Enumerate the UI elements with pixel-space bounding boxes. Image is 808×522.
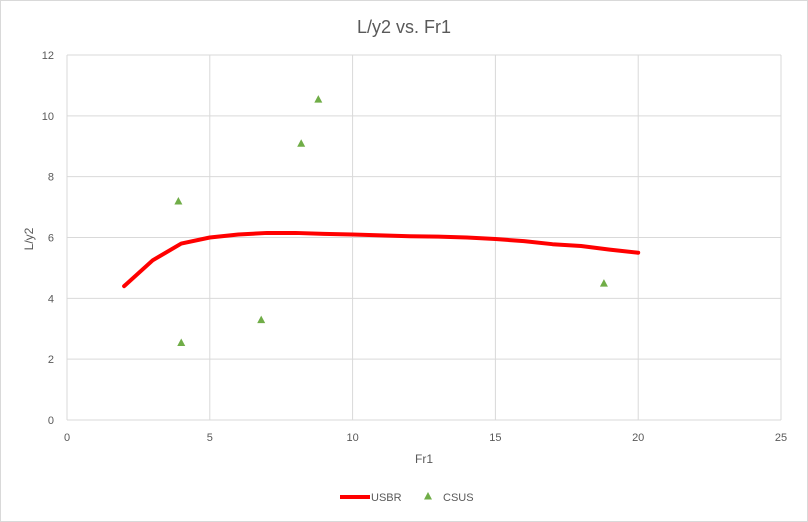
y-tick-label: 12 bbox=[42, 50, 54, 62]
y-axis-title[interactable]: L/y2 bbox=[22, 227, 36, 250]
x-tick-label: 15 bbox=[489, 432, 501, 444]
x-axis-title[interactable]: Fr1 bbox=[415, 452, 433, 466]
y-tick-label: 10 bbox=[42, 111, 54, 123]
series-line-usbr[interactable] bbox=[122, 230, 641, 289]
x-tick-label: 20 bbox=[632, 432, 644, 444]
chart-title[interactable]: L/y2 vs. Fr1 bbox=[357, 17, 451, 37]
legend-label-usbr: USBR bbox=[371, 492, 402, 504]
legend[interactable]: USBR CSUS bbox=[340, 492, 474, 504]
x-tick-label: 25 bbox=[775, 432, 787, 444]
y-tick-labels: 0 2 4 6 8 10 12 bbox=[42, 50, 54, 427]
y-tick-label: 6 bbox=[48, 233, 54, 245]
data-point-csus[interactable] bbox=[599, 279, 608, 287]
data-point-csus[interactable] bbox=[297, 139, 306, 147]
x-tick-label: 5 bbox=[207, 432, 213, 444]
data-point-csus[interactable] bbox=[314, 95, 323, 103]
y-tick-label: 2 bbox=[48, 354, 54, 366]
y-tick-label: 4 bbox=[48, 293, 54, 305]
legend-label-csus: CSUS bbox=[443, 492, 474, 504]
y-tick-label: 8 bbox=[48, 172, 54, 184]
data-point-csus[interactable] bbox=[174, 197, 183, 205]
x-tick-label: 0 bbox=[64, 432, 70, 444]
plot-area[interactable] bbox=[122, 95, 641, 346]
data-point-csus[interactable] bbox=[177, 338, 186, 346]
data-point-csus[interactable] bbox=[257, 315, 266, 324]
legend-swatch-csus bbox=[424, 492, 432, 500]
gridlines bbox=[66, 54, 782, 421]
x-tick-labels: 0 5 10 15 20 25 bbox=[64, 432, 787, 444]
y-tick-label: 0 bbox=[48, 415, 54, 427]
x-tick-label: 10 bbox=[346, 432, 358, 444]
